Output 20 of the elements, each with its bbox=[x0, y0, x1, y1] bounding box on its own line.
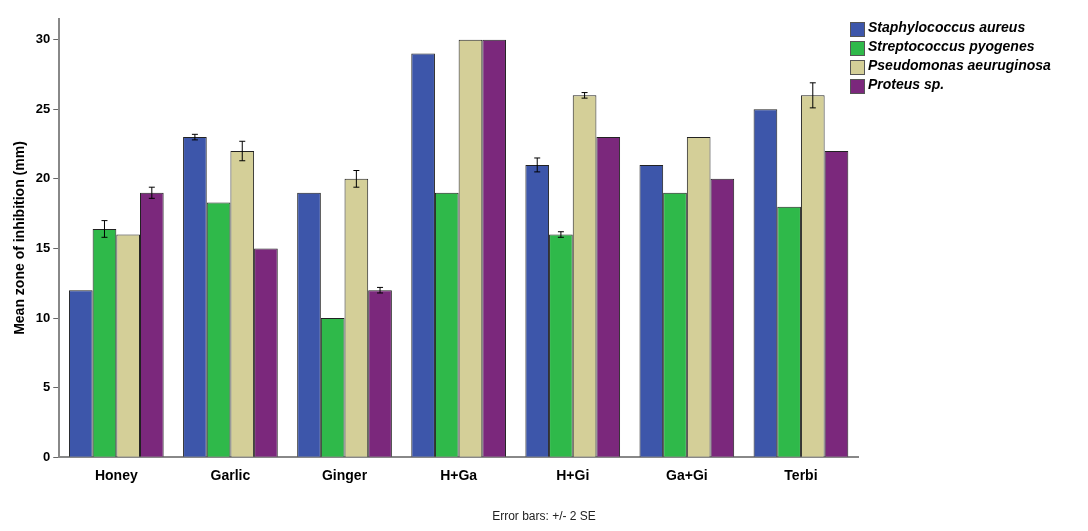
legend-label: Streptococcus pyogenes bbox=[868, 38, 1035, 54]
y-tick-label: 25 bbox=[35, 100, 51, 116]
text: Error bars: +/- 2 SE bbox=[491, 509, 597, 523]
y-tick-label: 0 bbox=[43, 448, 51, 464]
y-tick-label: 10 bbox=[35, 309, 51, 325]
x-tick-label: H+Ga bbox=[440, 467, 478, 484]
y-tick-label: 15 bbox=[35, 240, 51, 256]
x-tick-label: Ginger bbox=[321, 467, 368, 484]
y-tick-label: 20 bbox=[35, 170, 51, 186]
legend-label: Pseudomonas aeuruginosa bbox=[868, 57, 1051, 73]
x-tick-label: Terbi bbox=[784, 467, 818, 484]
x-tick-label: Ga+Gi bbox=[666, 467, 708, 484]
x-tick-label: Honey bbox=[94, 467, 138, 484]
y-axis-title: Mean zone of inhibition (mm) bbox=[11, 141, 28, 335]
x-tick-label: H+Gi bbox=[556, 467, 590, 484]
y-tick-label: 30 bbox=[35, 31, 51, 47]
x-tick-label: Garlic bbox=[210, 467, 251, 484]
y-tick-label: 5 bbox=[43, 379, 51, 395]
legend-label: Staphylococcus aureus bbox=[868, 19, 1026, 35]
legend-label: Proteus sp. bbox=[868, 76, 945, 92]
